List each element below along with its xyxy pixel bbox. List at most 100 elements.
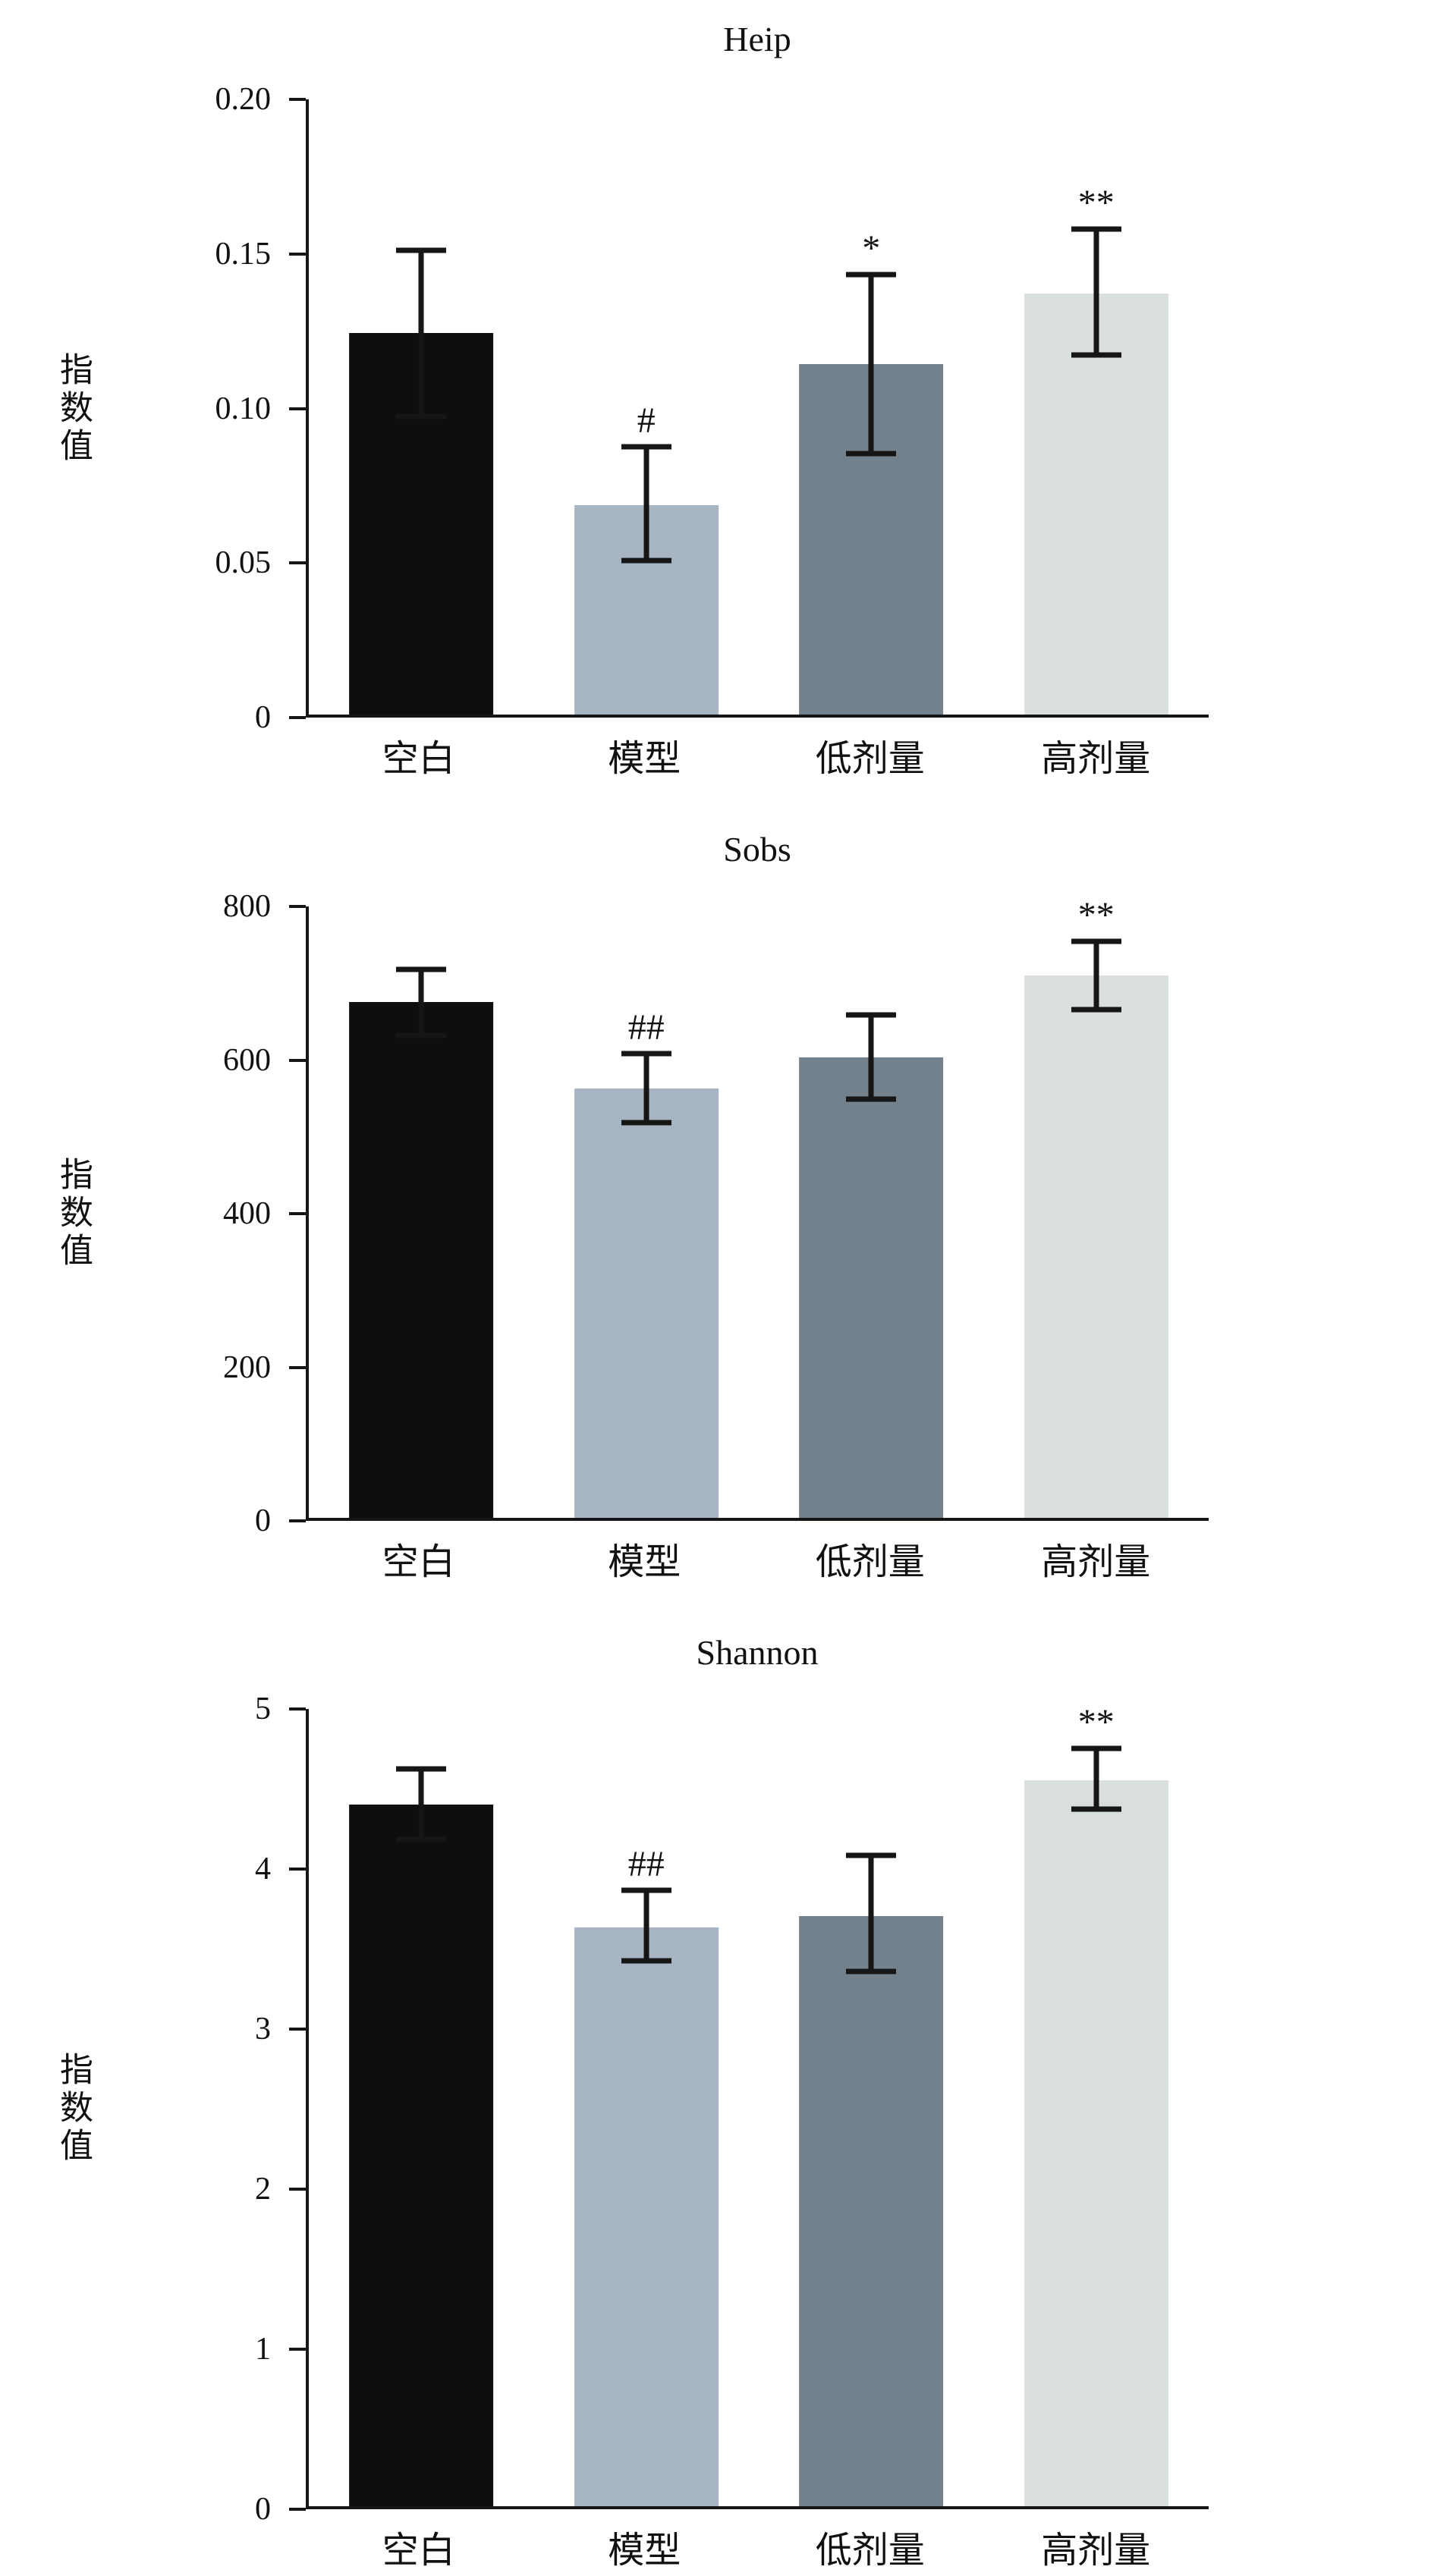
error-cap-top: [846, 1012, 897, 1018]
error-bar-line: [643, 1890, 649, 1961]
chart-title: Heip: [723, 20, 791, 58]
y-tick-label: 400: [223, 1196, 271, 1232]
y-tick-mark: [289, 1365, 306, 1369]
y-tick-label: 0.10: [215, 391, 272, 426]
bar-3: [799, 1057, 944, 1519]
significance-annotation: **: [1077, 182, 1115, 223]
bar-1: [349, 1804, 494, 2506]
chart-heip: Heip 指数值 0 0.05 0.10 0.15 0.20 # * ** 空白 模型 低剂量高…: [0, 0, 1434, 781]
error-cap-top: [396, 247, 447, 253]
error-cap-top: [621, 1887, 671, 1893]
y-tick-mark: [289, 2507, 306, 2511]
y-tick-mark: [289, 1212, 306, 1216]
significance-annotation: ##: [627, 1844, 665, 1885]
error-cap-top: [1071, 1745, 1121, 1751]
error-cap-bottom: [396, 1836, 447, 1842]
x-category-label: 高剂量: [1041, 2530, 1151, 2571]
x-category-label: 模型: [608, 739, 681, 780]
y-tick-label: 5: [255, 1691, 271, 1726]
x-category-label: 模型: [608, 2530, 681, 2571]
error-bar-line: [418, 1769, 424, 1839]
error-bar-line: [643, 447, 649, 561]
y-tick-label: 0: [255, 700, 271, 736]
y-tick-label: 800: [223, 889, 271, 925]
significance-annotation: #: [637, 401, 656, 441]
x-category-label: 空白: [382, 1542, 455, 1583]
y-tick-mark: [289, 2187, 306, 2191]
chart-title: Sobs: [723, 830, 791, 869]
chart-body: 指数值 0 0.05 0.10 0.15 0.20 # * **: [0, 83, 1434, 734]
y-tick-mark: [289, 252, 306, 256]
x-axis-labels: 空白 模型 低剂量 高剂量: [306, 2509, 1209, 2573]
error-cap-bottom: [1071, 1806, 1121, 1812]
y-tick-mark: [289, 407, 306, 410]
x-category-label: 低剂量: [815, 1542, 925, 1583]
plot-area: ## **: [306, 897, 1209, 1522]
error-bar-line: [868, 275, 874, 454]
error-cap-top: [396, 966, 447, 972]
x-category-label: 空白: [382, 2530, 455, 2571]
y-tick-mark: [289, 1519, 306, 1523]
y-tick-label: 0.05: [215, 545, 272, 581]
y-tick-label: 1: [255, 2331, 271, 2367]
error-bar-line: [868, 1855, 874, 1972]
significance-annotation: ##: [627, 1007, 665, 1048]
error-cap-top: [621, 1051, 671, 1057]
y-tick-label: 0.20: [215, 82, 272, 118]
chart-body: 指数值 0 1 2 3 4 5 ## **: [0, 1693, 1434, 2525]
y-tick-label: 0: [255, 2491, 271, 2527]
error-cap-bottom: [846, 1096, 897, 1102]
x-category-label: 高剂量: [1041, 739, 1151, 780]
error-bar-line: [1093, 1748, 1099, 1809]
x-category-label: 低剂量: [815, 2530, 925, 2571]
y-tick-mark: [289, 1867, 306, 1871]
y-axis-label: 指数值: [55, 351, 92, 466]
y-axis-ticks: 0 200 400 600 800: [0, 891, 306, 1537]
error-cap-bottom: [1071, 1007, 1121, 1013]
error-bar-line: [868, 1015, 874, 1100]
y-tick-mark: [289, 716, 306, 720]
error-cap-top: [1071, 938, 1121, 944]
chart-sobs: Sobs 指数值 0 200 400 600 800 ## ** 空白 模型 低剂量 高剂量: [0, 803, 1434, 1585]
error-cap-bottom: [846, 1968, 897, 1974]
y-tick-mark: [289, 1058, 306, 1062]
error-cap-top: [621, 444, 671, 450]
chart-body: 指数值 0 200 400 600 800 ## **: [0, 891, 1434, 1537]
chart-shannon: Shannon 指数值 0 1 2 3 4 5 ## ** 空白 模型 低剂量 高剂量: [0, 1606, 1434, 2572]
significance-annotation: **: [1077, 894, 1115, 935]
plot-area: ## **: [306, 1704, 1209, 2509]
error-cap-top: [1071, 226, 1121, 231]
error-cap-top: [396, 1766, 447, 1772]
error-cap-bottom: [1071, 352, 1121, 358]
chart-title: Shannon: [696, 1633, 819, 1673]
y-axis-label: 指数值: [55, 1157, 92, 1271]
bar-4: [1024, 293, 1168, 715]
error-bar-line: [418, 250, 424, 416]
x-category-label: 高剂量: [1041, 1542, 1151, 1583]
x-category-label: 空白: [382, 739, 455, 780]
y-tick-label: 0.15: [215, 236, 272, 272]
y-tick-label: 2: [255, 2171, 271, 2207]
x-axis-labels: 空白 模型 低剂量 高剂量: [306, 718, 1209, 781]
error-bar-line: [643, 1053, 649, 1123]
error-cap-bottom: [396, 1032, 447, 1038]
y-tick-mark: [289, 561, 306, 565]
y-tick-label: 600: [223, 1042, 271, 1078]
y-tick-mark: [289, 98, 306, 102]
error-cap-bottom: [396, 413, 447, 419]
bar-2: [574, 1927, 719, 2506]
error-cap-bottom: [621, 558, 671, 564]
error-cap-bottom: [621, 1958, 671, 1964]
significance-annotation: **: [1077, 1702, 1115, 1743]
y-tick-mark: [289, 905, 306, 909]
y-tick-mark: [289, 1707, 306, 1711]
bar-4: [1024, 1780, 1168, 2506]
y-axis-ticks: 0 0.05 0.10 0.15 0.20: [0, 83, 306, 734]
y-axis-ticks: 0 1 2 3 4 5: [0, 1693, 306, 2525]
x-category-label: 低剂量: [815, 739, 925, 780]
error-bar-line: [1093, 228, 1099, 355]
error-bar-line: [418, 969, 424, 1035]
y-tick-label: 3: [255, 2011, 271, 2047]
error-cap-bottom: [621, 1120, 671, 1125]
